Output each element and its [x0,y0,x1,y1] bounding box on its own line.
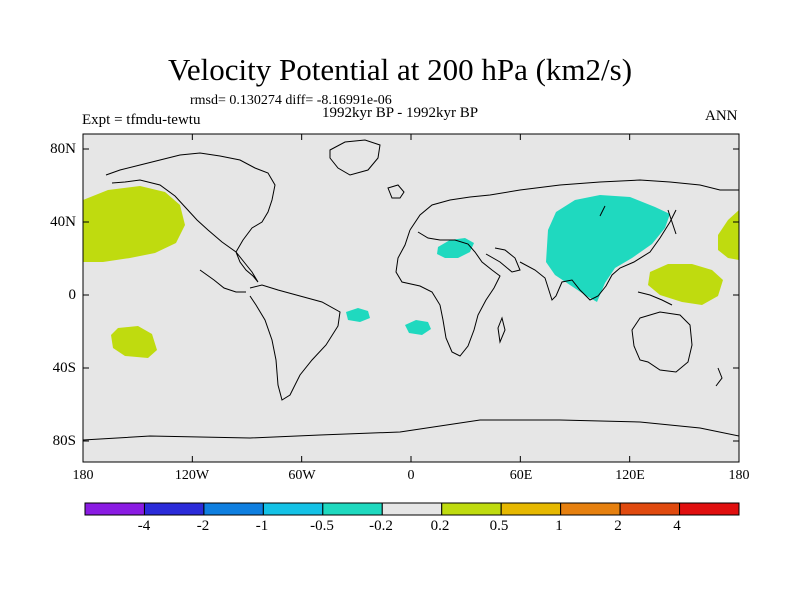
south-pacific-positive [111,326,157,358]
lat-tick-0: 0 [68,287,77,303]
colorbar-label: 2 [614,518,622,534]
colorbar-swatch [322,502,383,516]
coastlines [83,139,739,441]
lat-tick-80n: 80N [50,141,76,157]
lat-tick-40n: 40N [50,214,76,230]
colorbar-swatch [143,502,205,516]
colorbar-swatch [441,502,502,516]
colorbar [84,502,740,516]
colorbar-label: -0.2 [369,518,393,534]
atlantic-negative-east [405,320,431,335]
colorbar-label: -1 [255,518,269,534]
experiment-label: Expt = tfmdu-tewtu [82,112,201,128]
lat-tick-80s: 80S [52,433,76,449]
colorbar-swatch [679,502,740,516]
asia-negative [546,195,670,302]
colorbar-swatch [262,502,324,516]
colorbar-label: -0.5 [310,518,334,534]
colorbar-swatch [203,502,264,516]
colorbar-swatch [381,502,443,516]
colorbar-swatch [560,502,621,516]
ocean-background [83,134,739,462]
page-title: Velocity Potential at 200 hPa (km2/s) [167,52,633,87]
north-pacific-positive [83,186,185,262]
lon-tick-120w: 120W [174,468,210,483]
lon-tick-60e: 60E [509,468,533,483]
lon-tick-120e: 120E [615,468,645,483]
colorbar-label: 1 [555,518,563,534]
season-label: ANN [705,108,738,124]
lon-tick-180w: 180 [72,468,94,483]
lon-tick-60w: 60W [288,468,316,483]
lon-tick-0: 0 [407,468,415,483]
stats-label: rmsd= 0.130274 diff= -8.16991e-06 [190,93,392,108]
lon-tick-180e: 180 [728,468,750,483]
atlantic-negative-west [346,308,370,322]
colorbar-label: -2 [196,518,210,534]
colorbar-label: 4 [673,518,681,534]
colorbar-label: -4 [137,518,151,534]
period-label: 1992kyr BP - 1992kyr BP [322,105,479,121]
colorbar-swatch [619,502,681,516]
west-pacific-positive [648,264,723,305]
axis-ticks [82,134,740,462]
colorbar-label: 0.5 [489,518,509,534]
colorbar-swatch [84,502,145,516]
colorbar-swatch [500,502,562,516]
lat-tick-40s: 40S [52,360,76,376]
colorbar-label: 0.2 [430,518,450,534]
